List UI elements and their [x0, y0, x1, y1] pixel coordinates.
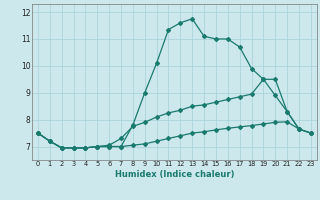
X-axis label: Humidex (Indice chaleur): Humidex (Indice chaleur): [115, 170, 234, 179]
